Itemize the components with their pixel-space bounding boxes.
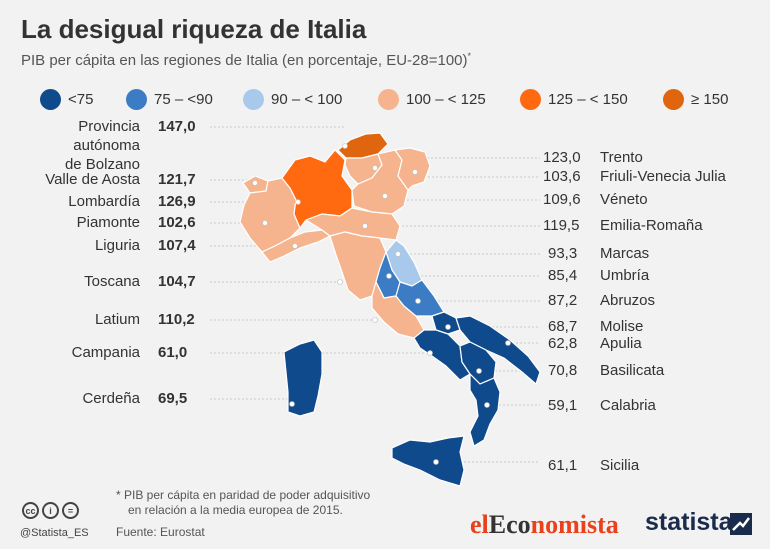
label-bolzano-line1: Provincia [78, 118, 140, 135]
label-campania: Campania [71, 344, 140, 361]
region-markers [252, 143, 511, 465]
value-umbria: 85,4 [548, 267, 578, 284]
cc-icon: cc [22, 502, 39, 519]
value-piamonte: 102,6 [158, 214, 196, 231]
label-apulia: Apulia [600, 335, 642, 352]
footnote: * PIB per cápita en paridad de poder adq… [116, 488, 370, 518]
value-campania: 61,0 [158, 344, 188, 361]
value-basilicata: 70,8 [548, 362, 578, 379]
legend-label: 90 – < 100 [271, 90, 343, 108]
chart-title: La desigual riqueza de Italia [21, 14, 367, 44]
source: Fuente: Eurostat [116, 525, 205, 539]
label-cerdena: Cerdeña [82, 390, 140, 407]
label-sicilia: Sicilia [600, 457, 640, 474]
value-friuli: 103,6 [543, 168, 581, 185]
label-abruzos: Abruzos [600, 292, 656, 309]
value-apulia: 62,8 [548, 335, 578, 352]
statista-logo-icon [730, 513, 752, 535]
legend-label: 100 – < 125 [406, 90, 486, 108]
label-trento: Trento [600, 149, 643, 166]
label-valle-de-aosta: Valle de Aosta [45, 171, 140, 188]
label-bolzano: Provincia autónoma de Bolzano [65, 117, 140, 174]
value-toscana: 104,7 [158, 273, 196, 290]
legend-swatch [378, 88, 399, 110]
legend-swatch [663, 88, 684, 110]
legend-label: <75 [68, 90, 94, 108]
value-sicilia: 61,1 [548, 457, 578, 474]
region-latium [371, 281, 425, 339]
legend-item-125-150: 125 – < 150 [520, 87, 628, 111]
value-valle-de-aosta: 121,7 [158, 171, 196, 188]
subtitle-text: PIB per cápita en las regiones de Italia… [21, 52, 468, 69]
legend-item-90-100: 90 – < 100 [243, 87, 342, 111]
legend-item-100-125: 100 – < 125 [378, 87, 486, 111]
label-marcas: Marcas [600, 245, 650, 262]
legend-item-75-90: 75 – <90 [126, 87, 213, 111]
value-liguria: 107,4 [158, 237, 196, 254]
region-calabria [469, 373, 501, 447]
label-latium: Latium [94, 311, 140, 328]
twitter-handle: @Statista_ES [20, 527, 89, 539]
value-lombardia: 126,9 [158, 193, 196, 210]
value-emilia-romagna: 119,5 [543, 217, 580, 234]
footnote-line2: en relación a la media europea de 2015. [128, 503, 343, 517]
region-friuli [394, 147, 431, 191]
license-icons: cc i = [22, 502, 79, 519]
subtitle-footnote-mark: * [467, 51, 472, 61]
label-bolzano-line2: autónoma [73, 137, 140, 154]
chart-subtitle: PIB per cápita en las regiones de Italia… [21, 51, 471, 69]
value-cerdena: 69,5 [158, 390, 188, 407]
statista-logo: statista [645, 508, 733, 536]
value-abruzos: 87,2 [548, 292, 578, 309]
label-bolzano-line3: de Bolzano [64, 156, 140, 173]
legend-item-lt75: <75 [40, 87, 93, 111]
value-bolzano: 147,0 [158, 118, 196, 135]
value-veneto: 109,6 [543, 191, 581, 208]
eleconomista-logo: elEconomista [470, 510, 619, 539]
value-molise: 68,7 [548, 318, 578, 335]
label-toscana: Toscana [84, 273, 140, 290]
legend-swatch [40, 88, 61, 110]
legend-label: 125 – < 150 [548, 90, 628, 108]
value-trento: 123,0 [543, 149, 581, 166]
value-marcas: 93,3 [548, 245, 578, 262]
label-piamonte: Piamonte [76, 214, 140, 231]
label-liguria: Liguria [94, 237, 140, 254]
label-friuli: Friuli-Venecia Julia [600, 168, 726, 185]
region-cerdena [283, 339, 323, 417]
legend-label: ≥ 150 [691, 90, 729, 108]
label-calabria: Calabria [600, 397, 656, 414]
label-lombardia: Lombardía [68, 193, 140, 210]
value-calabria: 59,1 [548, 397, 578, 414]
label-umbria: Umbría [600, 267, 650, 284]
footnote-line1: * PIB per cápita en paridad de poder adq… [116, 488, 371, 502]
label-molise: Molise [600, 318, 644, 335]
label-emilia-romagna: Emilia-Romaña [600, 217, 703, 234]
legend-label: 75 – <90 [154, 90, 213, 108]
legend-swatch [243, 88, 264, 110]
label-veneto: Véneto [600, 191, 648, 208]
legend-item-gte150: ≥ 150 [663, 87, 728, 111]
no-derivatives-icon: = [62, 502, 79, 519]
label-basilicata: Basilicata [600, 362, 665, 379]
region-sicilia [391, 435, 465, 487]
legend-swatch [126, 88, 147, 110]
attribution-icon: i [42, 502, 59, 519]
legend-swatch [520, 88, 541, 110]
value-latium: 110,2 [158, 311, 195, 328]
